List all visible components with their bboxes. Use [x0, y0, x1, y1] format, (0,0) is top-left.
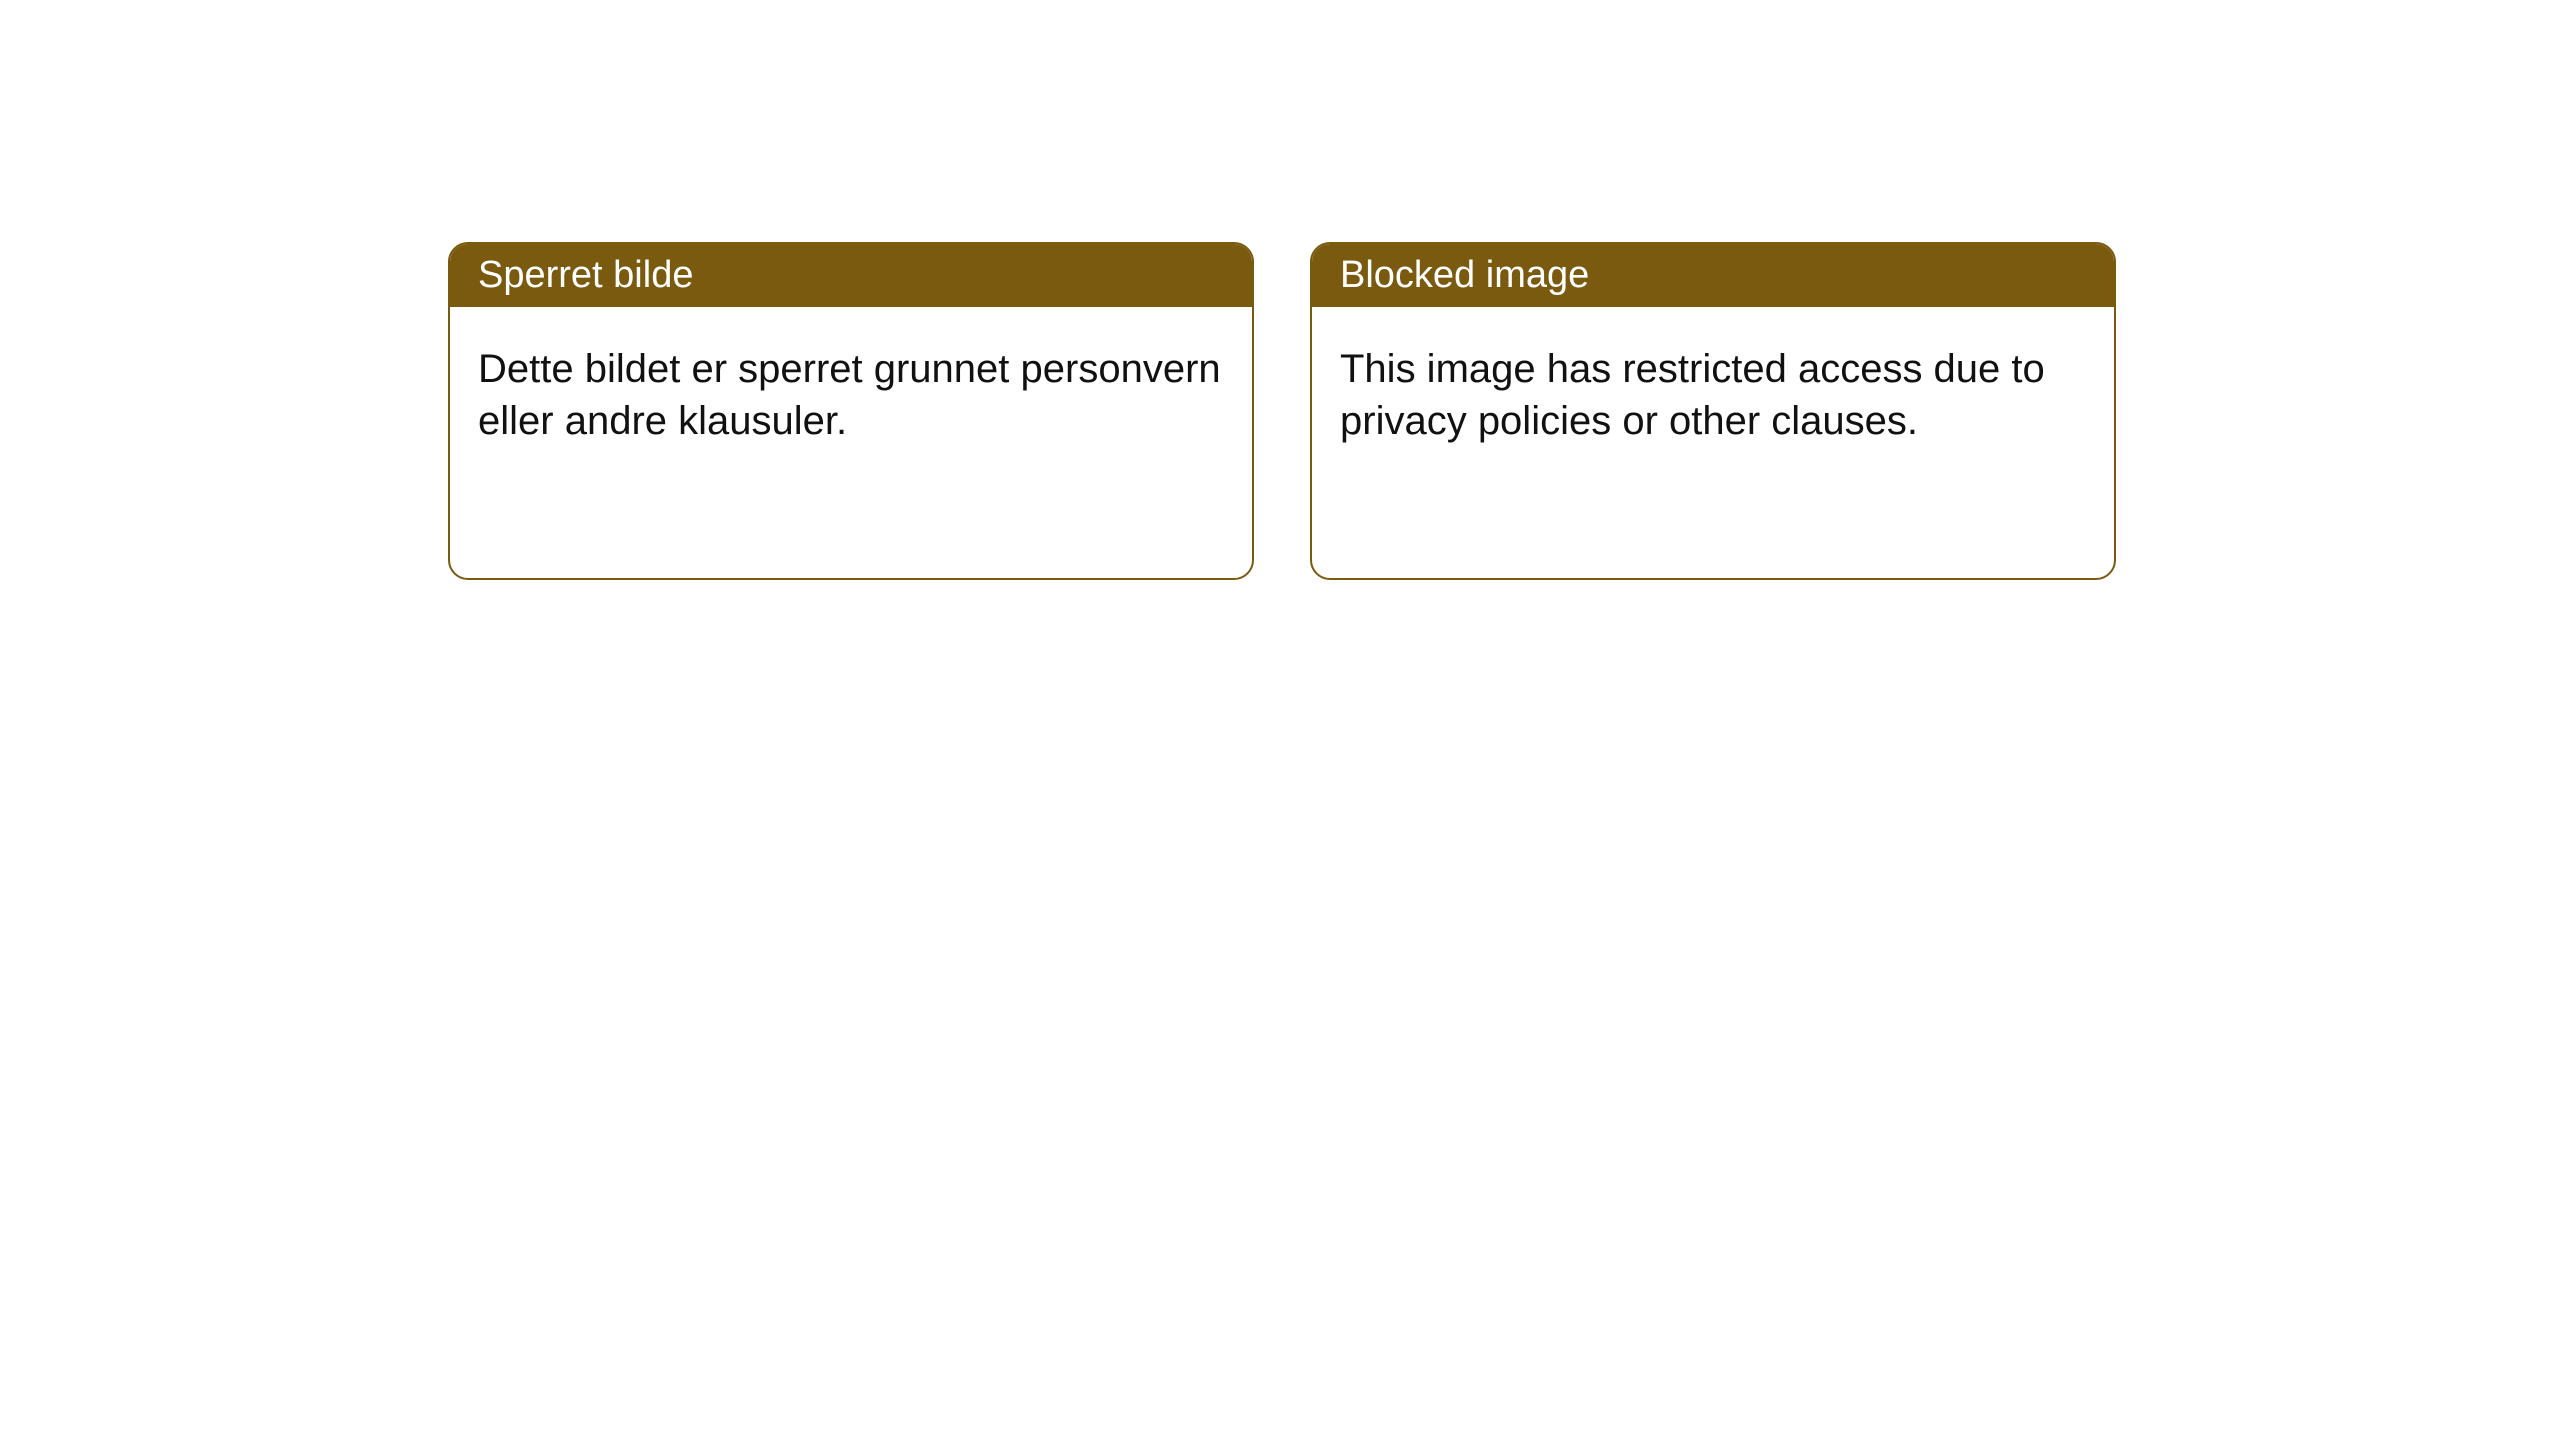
card-body-text: This image has restricted access due to … — [1340, 347, 2045, 443]
notice-card-norwegian: Sperret bilde Dette bildet er sperret gr… — [448, 242, 1254, 580]
notice-card-english: Blocked image This image has restricted … — [1310, 242, 2116, 580]
card-header: Blocked image — [1312, 244, 2114, 307]
notice-container: Sperret bilde Dette bildet er sperret gr… — [0, 0, 2560, 580]
card-body: This image has restricted access due to … — [1312, 307, 2114, 483]
card-header: Sperret bilde — [450, 244, 1252, 307]
card-body-text: Dette bildet er sperret grunnet personve… — [478, 347, 1221, 443]
card-title: Sperret bilde — [478, 254, 693, 296]
card-title: Blocked image — [1340, 254, 1589, 296]
card-body: Dette bildet er sperret grunnet personve… — [450, 307, 1252, 483]
